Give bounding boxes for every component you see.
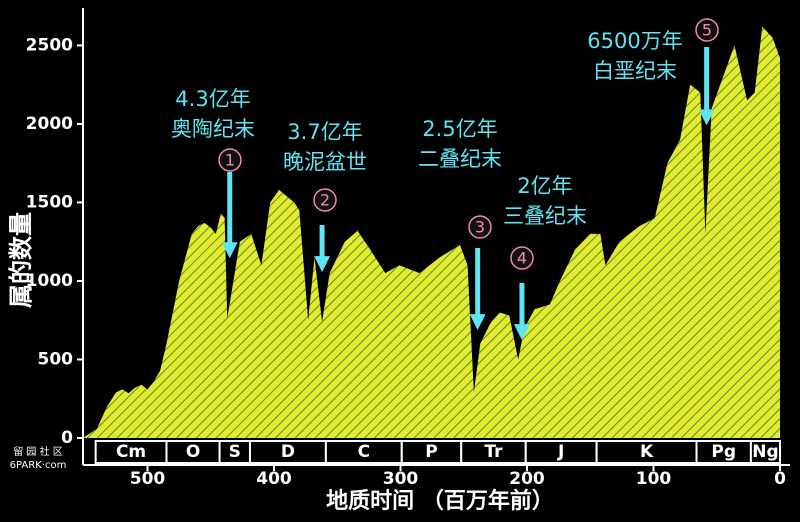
y-tick-label: 500 <box>38 349 74 369</box>
y-tick-label: 1000 <box>26 271 73 291</box>
event-number: 4 <box>517 249 527 268</box>
event-number: 3 <box>475 218 485 237</box>
x-axis-title: 地质时间 （百万年前） <box>326 488 554 514</box>
x-tick-label: 100 <box>636 469 672 489</box>
event-label: 奥陶纪末 <box>171 117 255 141</box>
x-tick-label: 200 <box>509 469 545 489</box>
y-tick-label: 1500 <box>26 192 73 212</box>
event-circle <box>313 188 337 212</box>
event-circle <box>468 215 492 239</box>
event-circle <box>695 18 719 42</box>
x-tick-label: 0 <box>774 469 786 489</box>
y-tick-label: 2000 <box>26 114 73 134</box>
period-label: Pg <box>711 442 736 462</box>
event-circle <box>218 148 242 172</box>
area <box>83 26 780 439</box>
arrow-head <box>513 324 530 341</box>
x-tick-label: 300 <box>383 469 419 489</box>
y-tick-label: 0 <box>61 428 73 448</box>
x-tick-label: 400 <box>256 469 292 489</box>
event-label: 2.5亿年 <box>422 117 497 141</box>
arrow-head <box>314 256 331 273</box>
arrow-head <box>698 109 715 126</box>
event-label: 6500万年 <box>587 29 682 53</box>
period-label: O <box>186 442 200 462</box>
event-label: 3.7亿年 <box>287 120 362 144</box>
period-label: S <box>229 442 241 462</box>
arrow-head <box>221 242 238 259</box>
period-label: Tr <box>484 442 503 462</box>
period-label: C <box>358 442 370 462</box>
period-label: J <box>557 442 564 462</box>
event-number: 1 <box>225 151 235 170</box>
event-label: 白垩纪末 <box>593 59 677 83</box>
period-label: K <box>640 442 654 462</box>
event-number: 5 <box>702 21 712 40</box>
period-label: P <box>425 442 437 462</box>
arrow-head <box>469 314 486 331</box>
event-label: 二叠纪末 <box>418 147 502 171</box>
period-label: Cm <box>116 442 146 462</box>
period-box <box>749 440 782 464</box>
event-label: 4.3亿年 <box>175 87 250 111</box>
watermark: 留 园 社 区 <box>13 445 63 458</box>
event-label: 三叠纪末 <box>503 204 587 228</box>
period-label: D <box>281 442 295 462</box>
period-label: Ng <box>752 442 778 462</box>
watermark: 6PARK·com <box>10 460 67 471</box>
y-axis-title: 属的数量 <box>7 212 35 308</box>
event-circle <box>510 246 534 270</box>
event-label: 2亿年 <box>517 174 572 198</box>
x-tick-label: 500 <box>130 469 166 489</box>
event-number: 2 <box>320 191 330 210</box>
y-tick-label: 2500 <box>26 35 73 55</box>
event-label: 晚泥盆世 <box>283 150 367 174</box>
